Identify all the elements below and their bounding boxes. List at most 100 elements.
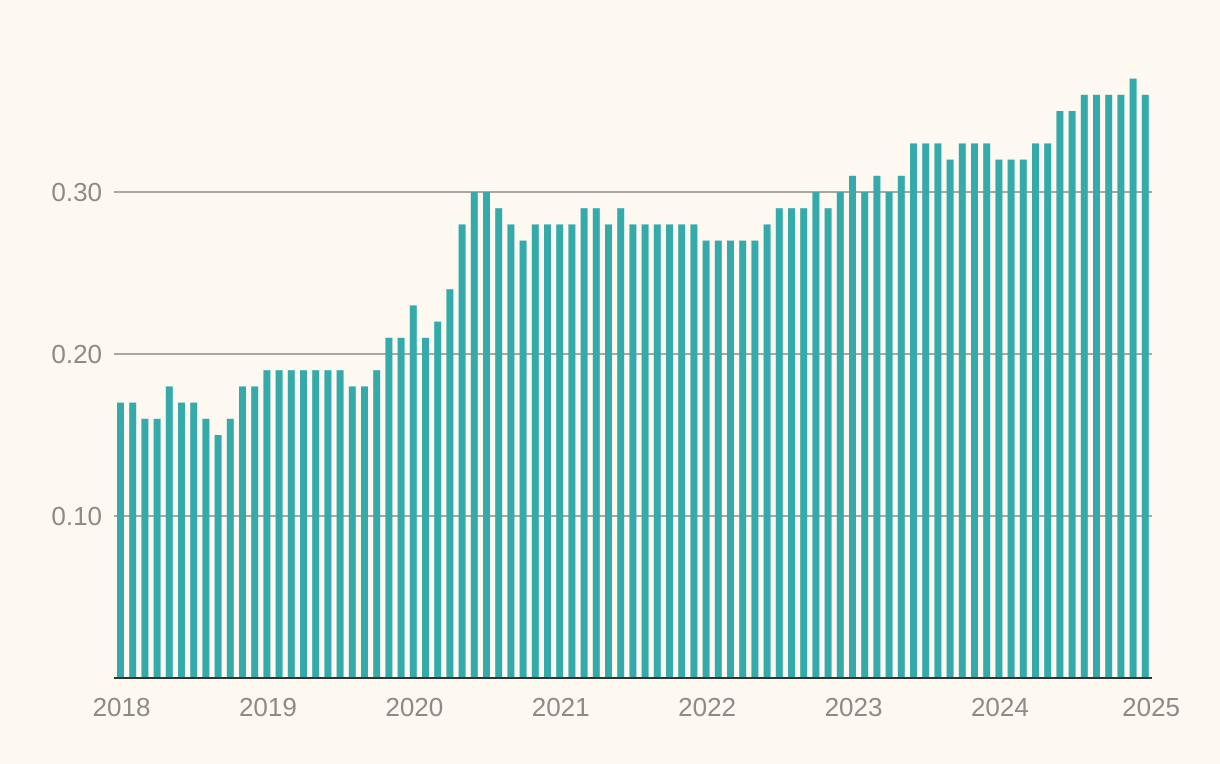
bar-2019-09 [361, 386, 368, 678]
bar-2024-04 [1032, 143, 1039, 678]
bar-2020-03 [434, 321, 442, 678]
bar-2021-01 [556, 224, 564, 678]
bar-2021-03 [580, 208, 588, 678]
bar-2025-01 [1141, 94, 1149, 679]
bar-2019-02 [275, 370, 283, 678]
bar-2018-08 [202, 418, 210, 678]
bar-2023-01 [849, 175, 856, 679]
bar-2023-12 [983, 143, 991, 678]
bar-2023-07 [922, 143, 930, 678]
bars [117, 78, 1149, 679]
bar-2019-08 [348, 386, 356, 678]
bar-2018-04 [153, 418, 161, 678]
x-tick-labels: 2018 2019 2020 2021 2022 2023 2024 2025 [93, 692, 1180, 722]
bar-2021-08 [641, 224, 649, 678]
bar-2019-07 [336, 370, 344, 678]
bar-2022-05 [751, 240, 759, 678]
bar-2020-11 [531, 224, 539, 678]
bar-2021-10 [666, 224, 673, 678]
bar-2018-07 [190, 402, 198, 678]
bar-2018-01 [117, 402, 124, 678]
bar-2021-04 [592, 208, 600, 678]
bar-2019-04 [300, 370, 307, 678]
bar-2024-06 [1056, 111, 1064, 678]
bar-2024-11 [1117, 94, 1125, 679]
bar-2020-12 [544, 224, 551, 678]
bar-2023-10 [958, 143, 966, 678]
bar-2020-06 [470, 192, 478, 678]
bar-2018-11 [239, 386, 246, 678]
bar-2022-09 [800, 208, 808, 678]
x-tick-label: 2021 [532, 692, 590, 722]
bar-2022-10 [812, 192, 820, 678]
bar-2024-07 [1068, 111, 1076, 678]
bar-2019-12 [397, 337, 405, 678]
bar-2024-09 [1093, 94, 1100, 679]
bar-2021-07 [629, 224, 637, 678]
y-tick-labels: 0.10 0.20 0.30 [51, 177, 102, 531]
bar-2021-02 [568, 224, 576, 678]
bar-2023-09 [946, 159, 954, 679]
bar-2019-11 [385, 337, 393, 678]
bar-2020-09 [507, 224, 515, 678]
x-tick-label: 2023 [825, 692, 883, 722]
bar-2024-02 [1007, 159, 1015, 679]
bar-2020-05 [458, 224, 466, 678]
y-tick-label: 0.30 [51, 177, 102, 207]
bar-2024-12 [1129, 78, 1137, 679]
bar-2023-08 [934, 143, 942, 678]
bar-2022-12 [836, 192, 844, 678]
bar-2018-06 [178, 402, 185, 678]
x-tick-label: 2019 [239, 692, 297, 722]
bar-2024-10 [1105, 94, 1113, 679]
bar-2018-02 [129, 402, 137, 678]
bar-2019-10 [373, 370, 381, 678]
x-tick-label: 2018 [93, 692, 151, 722]
bar-2021-12 [690, 224, 698, 678]
bar-2020-02 [422, 337, 429, 678]
bar-2018-12 [251, 386, 259, 678]
bar-2023-05 [897, 175, 905, 679]
bar-2023-03 [873, 175, 881, 679]
bar-2019-06 [324, 370, 332, 678]
bar-2022-03 [727, 240, 734, 678]
bar-2018-09 [214, 435, 222, 678]
y-tick-label: 0.10 [51, 501, 102, 531]
x-tick-label: 2022 [678, 692, 736, 722]
bar-2024-08 [1080, 94, 1088, 679]
bar-2022-07 [775, 208, 783, 678]
bar-2024-05 [1044, 143, 1052, 678]
bar-2022-01 [702, 240, 710, 678]
x-tick-label: 2025 [1122, 692, 1180, 722]
bar-2021-05 [605, 224, 612, 678]
bar-2024-03 [1019, 159, 1027, 679]
bar-2018-10 [226, 418, 234, 678]
bar-2021-11 [678, 224, 686, 678]
bar-2023-06 [910, 143, 917, 678]
bar-2019-01 [263, 370, 271, 678]
bar-2020-10 [519, 240, 527, 678]
bar-2020-04 [446, 289, 454, 678]
bar-2022-06 [763, 224, 771, 678]
bar-2018-05 [165, 386, 173, 678]
bar-2023-11 [971, 143, 978, 678]
bar-2019-05 [312, 370, 320, 678]
bar-2019-03 [287, 370, 295, 678]
bar-2022-08 [788, 208, 795, 678]
x-tick-label: 2020 [385, 692, 443, 722]
bar-2018-03 [141, 418, 149, 678]
bar-2022-04 [739, 240, 747, 678]
y-tick-label: 0.20 [51, 339, 102, 369]
bar-2023-04 [885, 192, 893, 678]
bar-2020-08 [495, 208, 503, 678]
bar-2021-06 [617, 208, 625, 678]
bar-2023-02 [861, 192, 869, 678]
bar-2020-07 [483, 192, 490, 678]
bar-2022-02 [714, 240, 722, 678]
bar-2022-11 [824, 208, 832, 678]
x-tick-label: 2024 [971, 692, 1029, 722]
bar-2020-01 [409, 305, 417, 678]
bar-2021-09 [653, 224, 661, 678]
bar-2024-01 [995, 159, 1003, 679]
